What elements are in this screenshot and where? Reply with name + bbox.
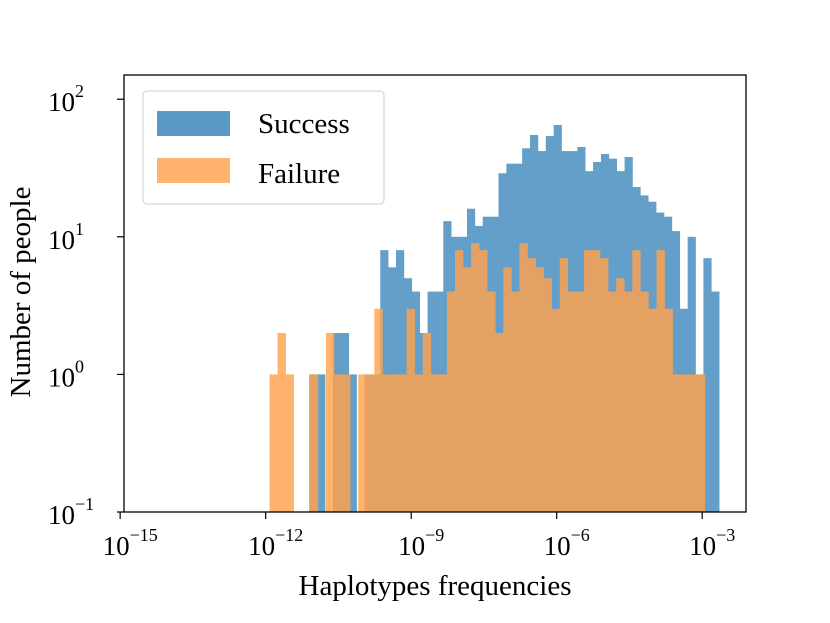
failure-bar bbox=[559, 258, 569, 512]
success-bar bbox=[711, 291, 720, 512]
failure-bar bbox=[527, 258, 536, 512]
x-axis-ticks: 10−15 10−12 10−9 10−6 10−3 bbox=[103, 512, 735, 561]
failure-bar bbox=[438, 374, 448, 512]
failure-bar bbox=[422, 332, 432, 512]
failure-bar bbox=[342, 374, 351, 512]
failure-bar bbox=[535, 267, 544, 512]
x-axis-label: Haplotypes frequencies bbox=[299, 570, 572, 602]
failure-bar bbox=[688, 374, 698, 512]
failure-bar bbox=[656, 250, 665, 512]
x-tick-label: 10−15 bbox=[103, 525, 158, 561]
legend-label-success: Success bbox=[258, 108, 350, 140]
failure-bar bbox=[632, 250, 641, 512]
failure-bar bbox=[366, 374, 375, 512]
failure-bar bbox=[487, 291, 496, 512]
x-tick-label: 10−3 bbox=[689, 525, 735, 561]
failure-bar bbox=[575, 291, 585, 512]
failure-bar bbox=[463, 267, 472, 512]
failure-bar bbox=[648, 308, 657, 512]
failure-bar bbox=[277, 332, 286, 512]
failure-bar bbox=[382, 374, 391, 512]
failure-bar bbox=[309, 374, 319, 512]
failure-bar bbox=[479, 250, 488, 512]
plot-frame bbox=[123, 74, 747, 513]
failure-bars bbox=[269, 243, 706, 513]
x-tick-label: 10−9 bbox=[398, 525, 444, 561]
success-bar bbox=[348, 374, 357, 512]
success-bar bbox=[671, 231, 681, 512]
failure-bar bbox=[398, 374, 407, 512]
x-tick-label: 10−12 bbox=[248, 525, 303, 561]
failure-bar bbox=[608, 291, 617, 512]
legend-label-failure: Failure bbox=[258, 158, 340, 190]
failure-bar bbox=[446, 291, 456, 512]
failure-bar bbox=[374, 308, 383, 512]
failure-bar bbox=[624, 291, 633, 512]
y-tick-label: 10−1 bbox=[48, 494, 94, 530]
failure-bar bbox=[567, 291, 577, 512]
failure-bar bbox=[640, 291, 649, 512]
success-bar bbox=[703, 258, 712, 512]
y-axis-ticks: 10−1 100 101 102 bbox=[48, 81, 124, 530]
failure-bar bbox=[519, 243, 528, 513]
failure-bar bbox=[600, 258, 609, 512]
failure-bar bbox=[680, 374, 690, 512]
failure-bar bbox=[551, 308, 561, 512]
y-tick-label: 100 bbox=[48, 356, 84, 392]
x-tick-label: 10−6 bbox=[544, 525, 590, 561]
failure-bar bbox=[430, 374, 440, 512]
failure-bar bbox=[454, 250, 464, 512]
failure-bar bbox=[414, 374, 424, 512]
failure-bar bbox=[616, 278, 625, 512]
failure-bar bbox=[511, 291, 520, 512]
failure-bar bbox=[269, 374, 278, 512]
failure-bar bbox=[471, 243, 480, 513]
failure-bar bbox=[285, 374, 295, 512]
failure-bar bbox=[503, 267, 512, 512]
y-tick-label: 102 bbox=[48, 81, 84, 117]
legend: Success Failure bbox=[142, 90, 385, 205]
failure-bar bbox=[406, 308, 415, 512]
success-bar bbox=[317, 374, 326, 512]
y-axis-label: Number of people bbox=[5, 187, 37, 398]
failure-bar bbox=[334, 374, 343, 512]
failure-bar bbox=[495, 332, 504, 512]
failure-bar bbox=[664, 308, 673, 512]
legend-swatch-success bbox=[157, 111, 230, 136]
failure-bar bbox=[325, 332, 335, 512]
failure-bar bbox=[390, 374, 399, 512]
legend-swatch-failure bbox=[157, 158, 230, 183]
failure-bar bbox=[672, 374, 681, 512]
failure-bar bbox=[592, 250, 601, 512]
failure-bar bbox=[583, 250, 593, 512]
failure-bar bbox=[696, 374, 706, 512]
failure-bar bbox=[543, 278, 552, 512]
y-tick-label: 101 bbox=[48, 219, 84, 255]
failure-bar bbox=[358, 374, 367, 512]
